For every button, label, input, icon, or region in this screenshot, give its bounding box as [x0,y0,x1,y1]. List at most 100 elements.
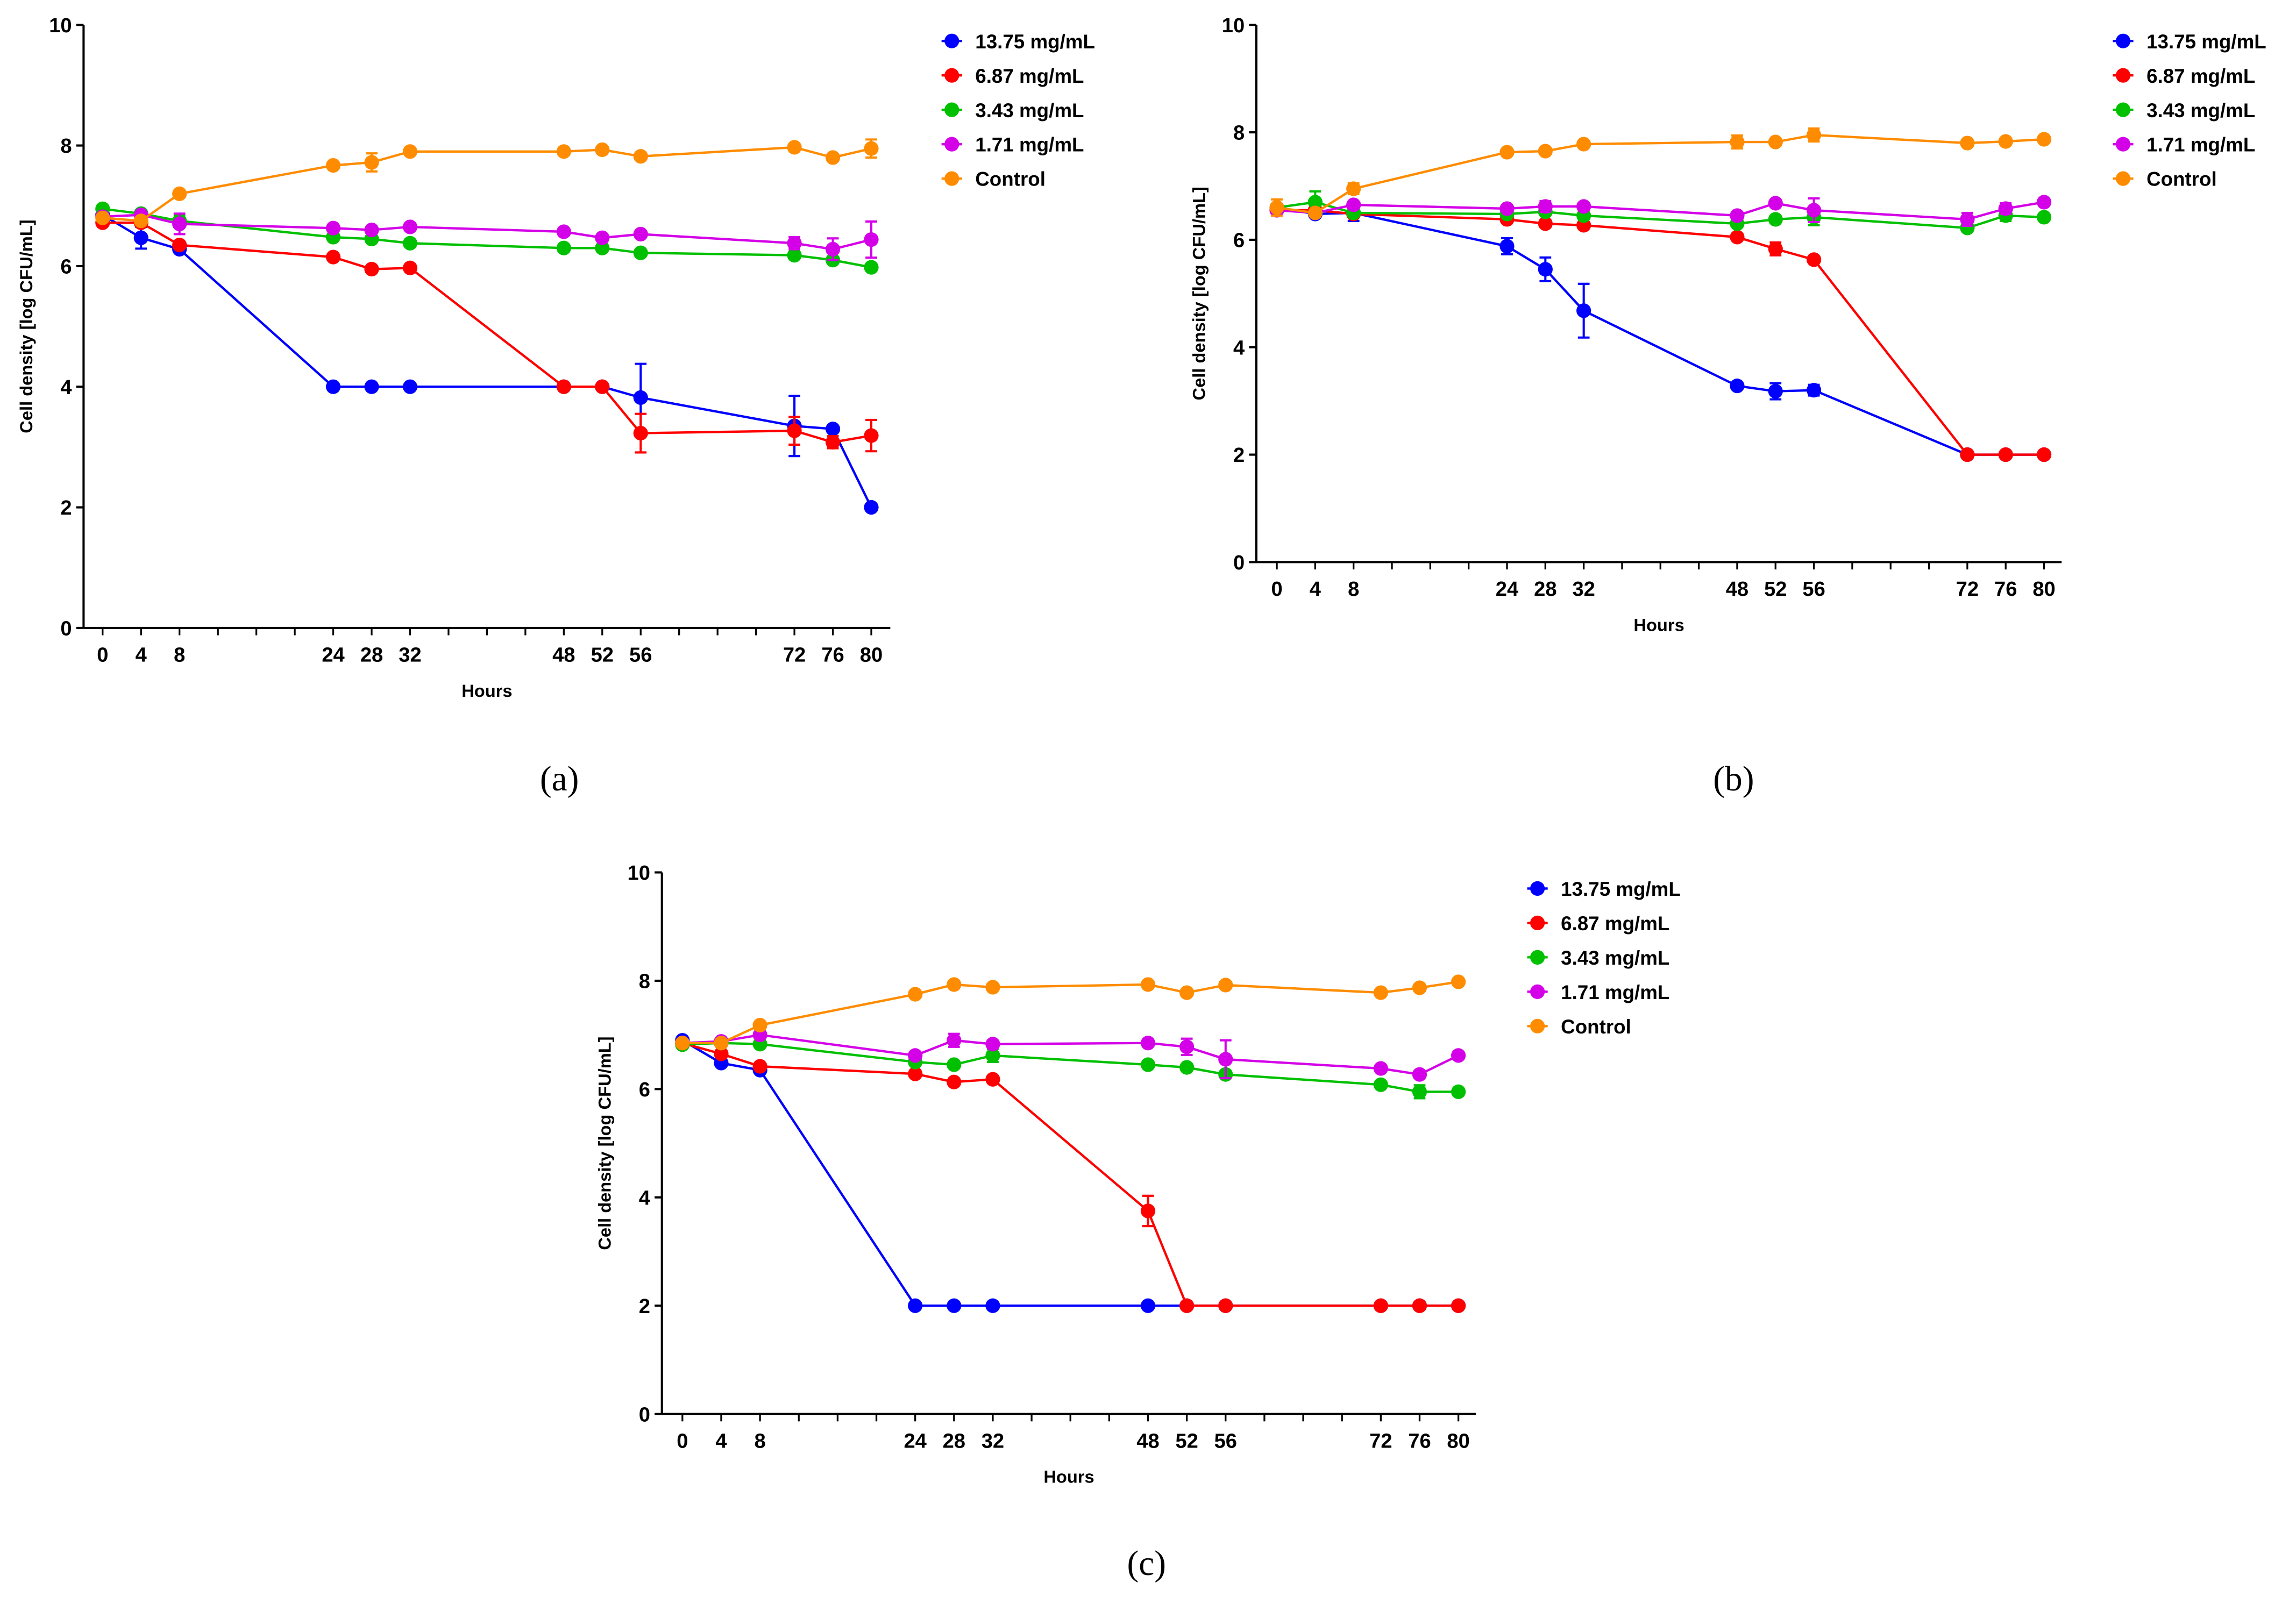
series-control [1269,127,2052,220]
x-tick-label: 32 [982,1430,1004,1452]
legend-marker [944,102,959,117]
data-point [1412,1298,1427,1313]
series-line [102,208,872,269]
x-tick-label: 56 [629,644,652,666]
series-line [102,213,872,508]
legend-label: 13.75 mg/mL [975,31,1095,53]
legend-label: 13.75 mg/mL [1561,878,1681,900]
data-point [1730,379,1745,394]
panel-caption: (a) [540,760,579,798]
data-point [1768,241,1783,256]
data-point [1998,134,2013,149]
data-point [947,1057,962,1072]
data-point [2036,195,2052,210]
series-line [1277,209,2044,456]
data-point [595,240,610,255]
x-tick-label: 28 [943,1430,965,1452]
data-point [556,240,571,255]
data-point [985,1048,1000,1063]
data-point [364,261,379,277]
data-point [1218,1298,1233,1313]
legend-marker [944,33,959,48]
data-point [556,224,571,239]
data-point [1538,199,1553,214]
legend-marker [944,68,959,83]
data-point [325,158,341,173]
data-point [675,1036,690,1051]
data-point [947,1298,962,1313]
data-point [1269,200,1284,215]
x-tick-label: 72 [1369,1430,1392,1452]
y-tick-label: 10 [49,15,72,37]
data-point [1768,196,1783,211]
y-tick-label: 2 [1233,444,1245,467]
data-point [325,249,341,265]
legend-marker [1530,1018,1545,1033]
y-tick-label: 2 [60,497,72,519]
x-tick-label: 80 [2032,578,2055,601]
data-point [1179,1039,1195,1054]
legend-marker [2115,137,2131,152]
legend-label: 3.43 mg/mL [2146,99,2255,122]
data-point [1451,1084,1466,1100]
data-point [787,140,802,155]
data-point [1373,985,1388,1000]
data-point [1806,383,1822,398]
data-point [908,1066,923,1081]
legend-label: 13.75 mg/mL [2146,31,2266,53]
panel-caption: (c) [1127,1544,1167,1583]
x-tick-label: 24 [322,644,344,666]
x-tick-label: 76 [1408,1430,1431,1452]
series-line [1276,133,2044,215]
data-point [1307,195,1323,210]
x-tick-label: 8 [174,644,185,666]
y-tick-label: 2 [639,1295,650,1318]
data-point [947,1033,962,1048]
data-point [825,150,841,165]
data-point [1307,205,1323,220]
y-tick-label: 4 [1233,337,1245,359]
data-point [1499,145,1515,160]
data-point [402,144,418,159]
legend-marker [944,137,959,152]
data-point [1806,252,1822,267]
x-tick-label: 4 [136,644,147,666]
data-point [633,425,648,441]
data-point [556,144,571,159]
data-point [908,1048,923,1063]
data-point [1538,262,1553,277]
x-axis-label: Hours [1633,615,1684,634]
series-6-87-mg-ml [675,1036,1466,1313]
x-tick-label: 8 [1348,578,1359,601]
data-point [1412,1067,1427,1082]
x-tick-label: 56 [1214,1430,1237,1452]
data-point [825,241,841,257]
data-point [1998,447,2013,462]
data-point [985,1298,1000,1313]
data-point [595,142,610,158]
x-tick-label: 56 [1802,578,1825,601]
data-point [1768,384,1783,399]
data-point [1373,1061,1388,1076]
y-tick-label: 6 [60,256,72,279]
legend-marker [944,171,959,186]
x-axis-label: Hours [461,681,512,701]
x-tick-label: 0 [97,644,108,666]
data-point [1140,1036,1156,1051]
data-point [1451,1048,1466,1063]
data-point [172,186,187,201]
data-point [364,155,379,170]
x-tick-label: 80 [1447,1430,1469,1452]
legend-marker [1530,915,1545,931]
data-point [787,248,802,263]
data-point [1140,1057,1156,1072]
series-line [1276,201,2044,221]
data-point [752,1017,767,1033]
x-tick-label: 52 [1764,578,1787,601]
data-point [556,379,571,394]
data-point [1730,230,1745,245]
data-point [1179,985,1195,1000]
series-line [682,980,1459,1044]
